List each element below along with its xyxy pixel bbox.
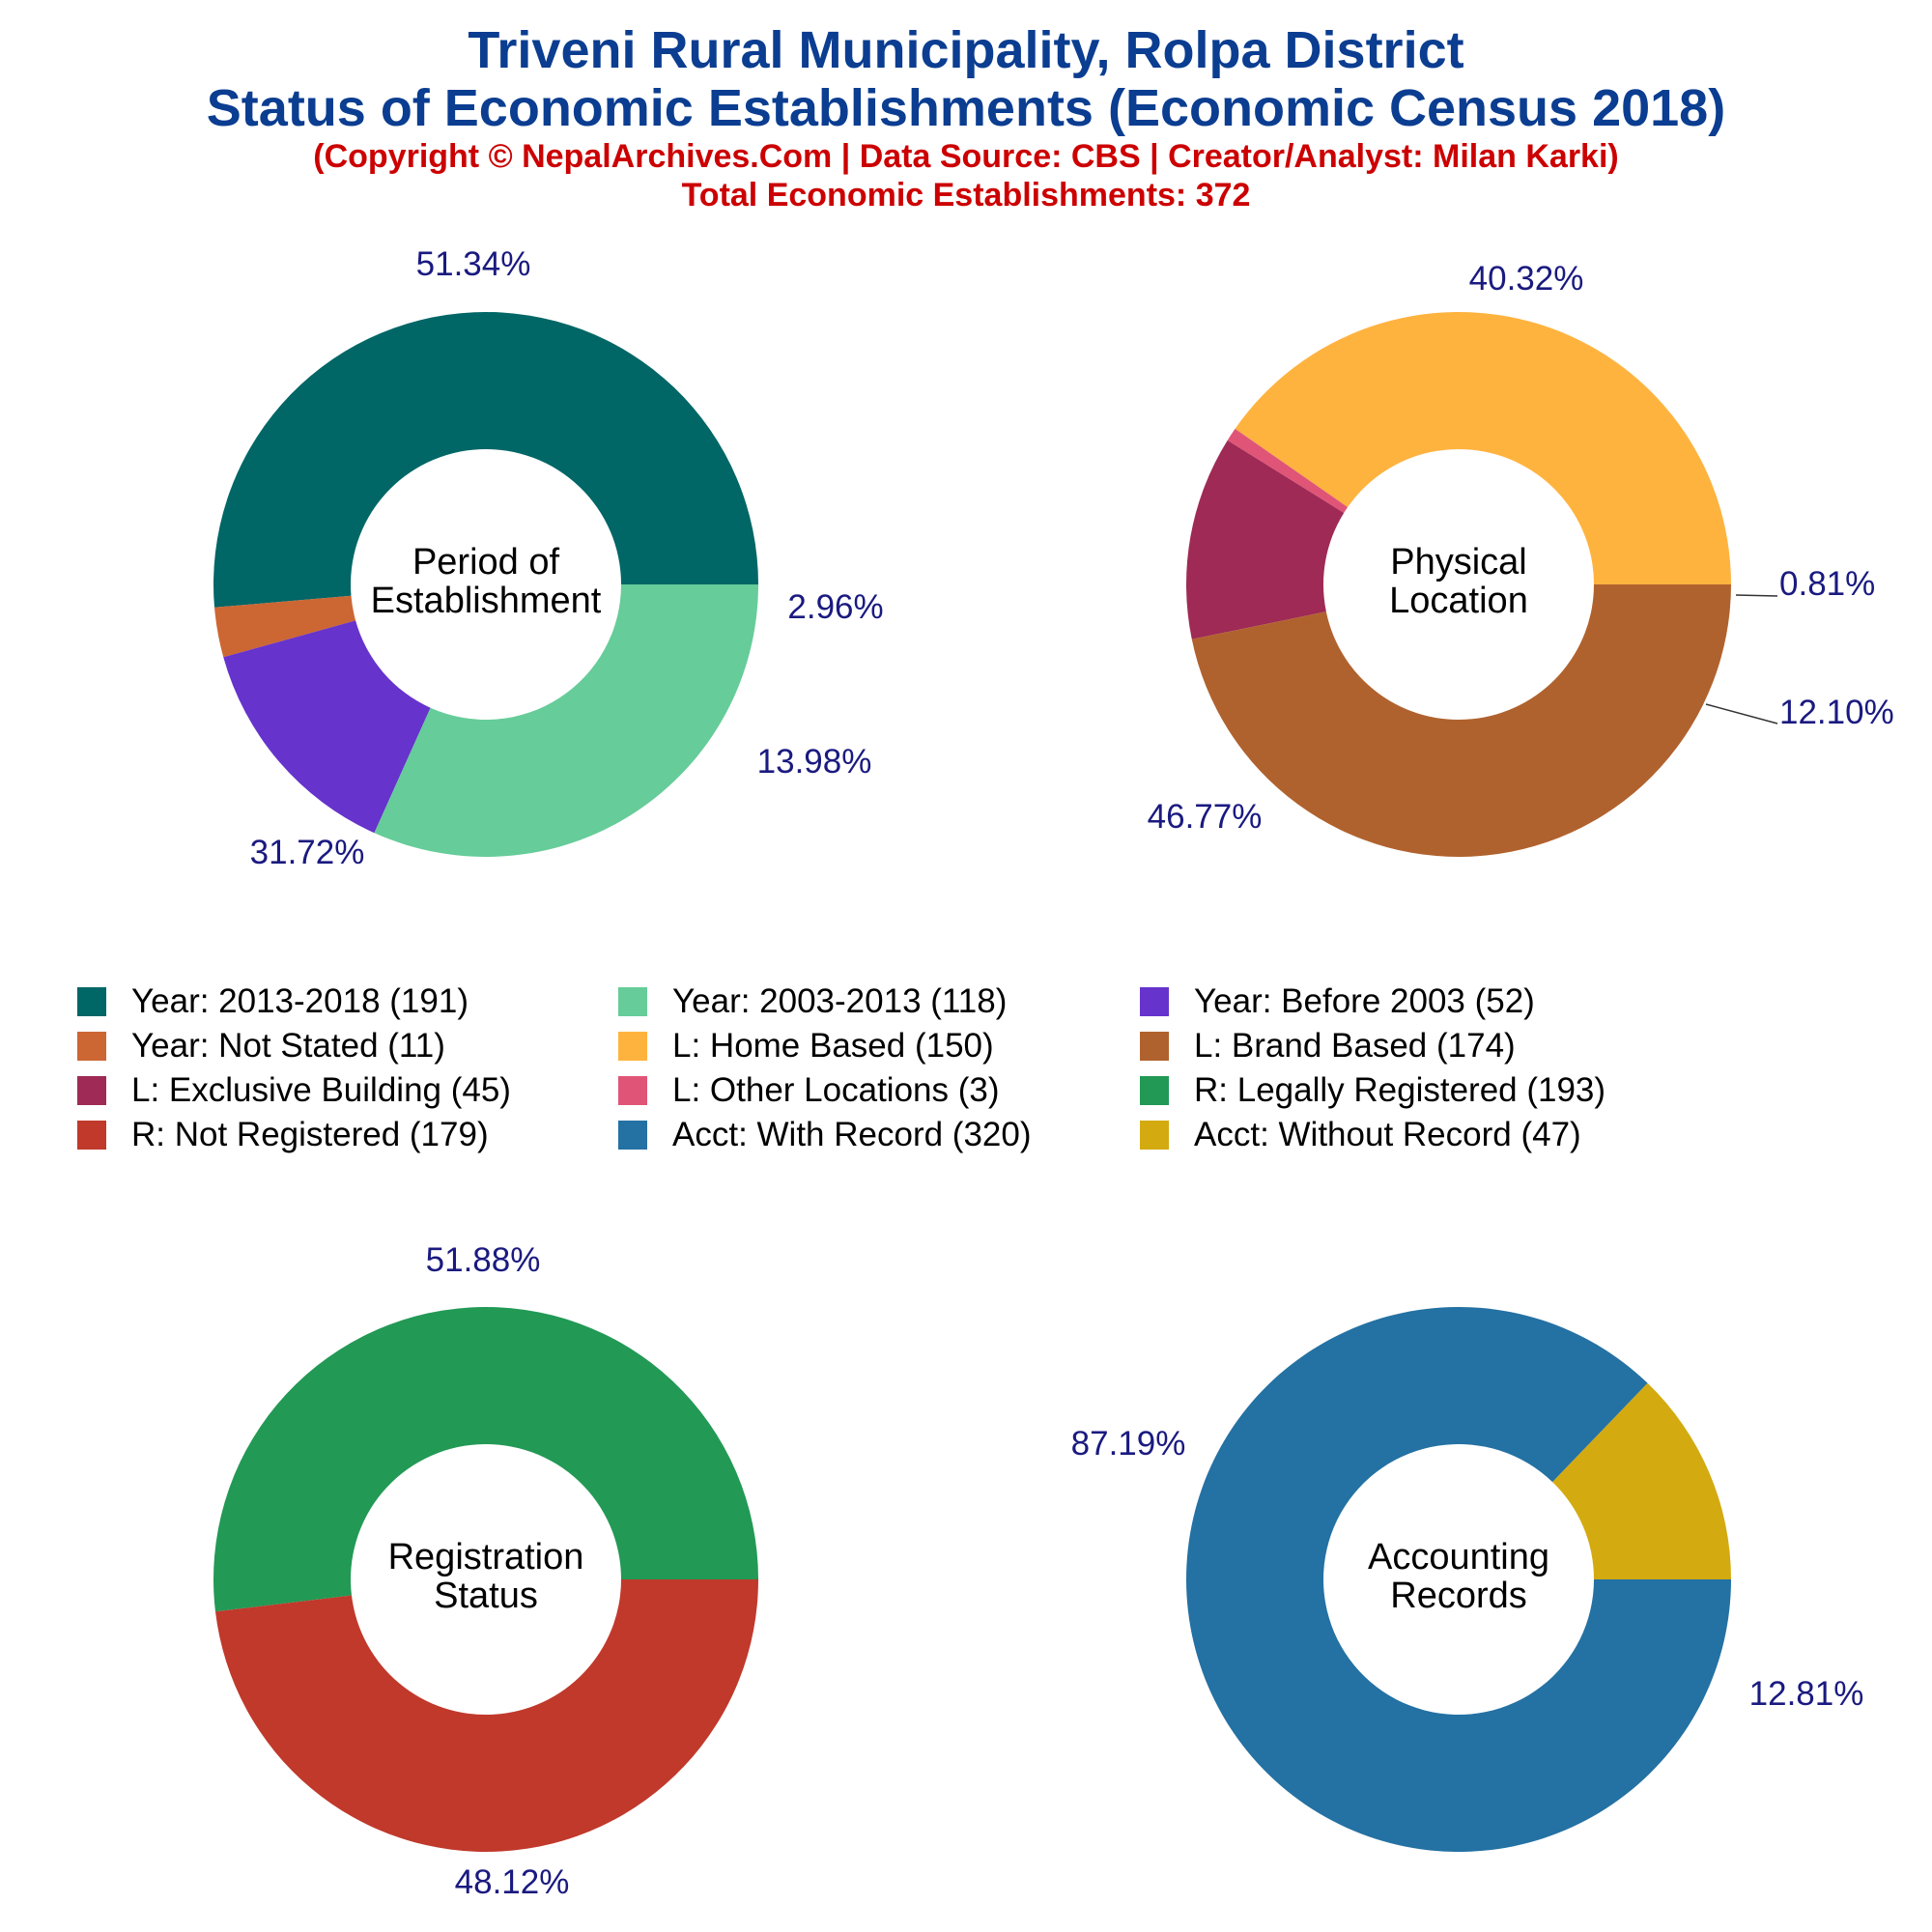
donut-center-label: Establishment (371, 581, 602, 621)
total-establishments: Total Economic Establishments: 372 (681, 177, 1251, 213)
percent-label: 40.32% (1469, 260, 1584, 298)
donut-center-label: Status (434, 1576, 538, 1616)
donut-center-label: Records (1390, 1576, 1527, 1616)
legend-swatch (618, 1076, 647, 1105)
legend-item: R: Legally Registered (193) (1140, 1071, 1719, 1109)
percent-label: 12.81% (1749, 1675, 1864, 1713)
percent-label: 51.88% (426, 1241, 541, 1279)
legend-label: Year: Before 2003 (52) (1194, 982, 1535, 1020)
legend-label: L: Brand Based (174) (1194, 1027, 1516, 1065)
legend-item: L: Brand Based (174) (1140, 1027, 1719, 1065)
percent-label: 31.72% (250, 834, 365, 871)
legend-label: Year: 2003-2013 (118) (672, 982, 1008, 1020)
percent-label: 51.34% (416, 245, 531, 283)
legend-swatch (77, 1076, 106, 1105)
legend: Year: 2013-2018 (191) Year: 2003-2013 (11… (77, 982, 1855, 1153)
donut-slice (1227, 428, 1349, 513)
legend-swatch (1140, 1076, 1169, 1105)
legend-swatch (1140, 987, 1169, 1016)
donut-slice (1191, 584, 1731, 857)
legend-swatch (77, 1032, 106, 1061)
donut-center-label: Location (1389, 581, 1528, 621)
legend-label: Year: Not Stated (11) (131, 1027, 445, 1065)
donut-slice (213, 1306, 758, 1612)
legend-item: Year: 2013-2018 (191) (77, 982, 618, 1020)
legend-item: Year: 2003-2013 (118) (618, 982, 1140, 1020)
legend-item: Acct: With Record (320) (618, 1116, 1140, 1153)
legend-label: Acct: With Record (320) (672, 1116, 1032, 1153)
legend-swatch (618, 1121, 647, 1150)
percent-label: 13.98% (757, 743, 872, 781)
legend-item: Year: Before 2003 (52) (1140, 982, 1719, 1020)
chart-title: Triveni Rural Municipality, Rolpa Distri… (468, 21, 1464, 79)
legend-swatch (77, 987, 106, 1016)
label-leader-line (1705, 703, 1778, 724)
donut-slice (213, 311, 758, 608)
percent-label: 12.10% (1779, 694, 1894, 731)
legend-swatch (1140, 1032, 1169, 1061)
donut-slice (1186, 1307, 1731, 1852)
legend-label: L: Other Locations (3) (672, 1071, 1000, 1109)
legend-label: L: Home Based (150) (672, 1027, 994, 1065)
legend-item: R: Not Registered (179) (77, 1116, 618, 1153)
legend-label: L: Exclusive Building (45) (131, 1071, 511, 1109)
donut-slice (1235, 312, 1731, 584)
donut-slice (223, 620, 431, 834)
legend-label: R: Not Registered (179) (131, 1116, 489, 1153)
legend-swatch (618, 987, 647, 1016)
donut-slice (214, 595, 356, 658)
legend-swatch (618, 1032, 647, 1061)
donut-center-label: Period of (412, 542, 560, 582)
legend-swatch (1140, 1121, 1169, 1150)
donut-center-label: Registration (388, 1537, 584, 1577)
chart-title-block: Triveni Rural Municipality, Rolpa Distri… (0, 21, 1932, 214)
donut-slice (374, 584, 758, 858)
copyright-note: (Copyright © NepalArchives.Com | Data So… (313, 138, 1619, 175)
legend-item: L: Exclusive Building (45) (77, 1071, 618, 1109)
legend-label: Acct: Without Record (47) (1194, 1116, 1581, 1153)
donut-center-label: Physical (1390, 542, 1527, 582)
chart-subtitle: Status of Economic Establishments (Econo… (206, 79, 1726, 137)
percent-label: 0.81% (1779, 565, 1875, 603)
label-leader-line (1735, 594, 1778, 597)
donut-slice (1186, 440, 1345, 639)
legend-item: L: Home Based (150) (618, 1027, 1140, 1065)
percent-label: 2.96% (787, 588, 883, 626)
legend-item: Acct: Without Record (47) (1140, 1116, 1719, 1153)
percent-label: 87.19% (1071, 1425, 1186, 1463)
legend-item: L: Other Locations (3) (618, 1071, 1140, 1109)
percent-label: 46.77% (1148, 798, 1263, 836)
donut-slice (214, 1579, 758, 1852)
legend-label: Year: 2013-2018 (191) (131, 982, 469, 1020)
donut-slice (1552, 1382, 1731, 1579)
percent-label: 48.12% (455, 1863, 570, 1901)
legend-swatch (77, 1121, 106, 1150)
legend-item: Year: Not Stated (11) (77, 1027, 618, 1065)
legend-label: R: Legally Registered (193) (1194, 1071, 1606, 1109)
donut-center-label: Accounting (1368, 1537, 1549, 1577)
